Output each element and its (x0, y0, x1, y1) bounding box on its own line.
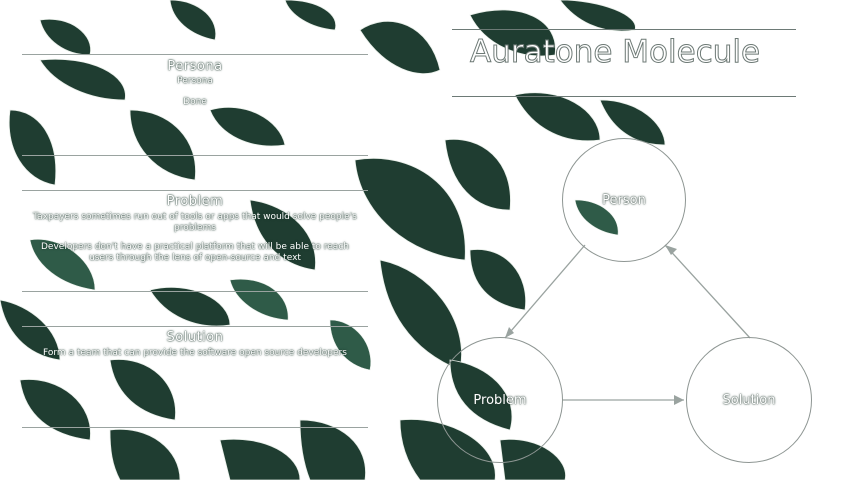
connector-persona-solution (664, 244, 751, 339)
node-solution: Solution (686, 337, 812, 463)
solution-box-text: Form a team that can provide the softwar… (43, 348, 347, 358)
node-solution-label: Solution (722, 392, 776, 408)
node-persona-label: Person (602, 192, 646, 208)
node-problem: Problem (437, 337, 563, 463)
solution-box-title: Solution (166, 330, 224, 345)
arrowhead-persona (665, 245, 677, 255)
problem-box: Problem Taxpayers sometimes run out of t… (22, 190, 368, 292)
persona-box-title: Persona (167, 59, 223, 74)
node-persona: Person (562, 138, 686, 262)
connector-persona-problem (504, 244, 586, 339)
problem-box-title: Problem (166, 194, 224, 209)
page-title: Auratone Molecule (469, 34, 761, 71)
title-frame: Auratone Molecule (452, 29, 796, 97)
persona-box-line-2: Done (183, 97, 207, 107)
persona-box-line-1: Persona (177, 76, 213, 86)
solution-box: Solution Form a team that can provide th… (22, 326, 368, 428)
arrowhead-problem (505, 327, 514, 338)
problem-box-text-1: Taxpayers sometimes run out of tools or … (33, 212, 357, 233)
node-problem-label: Problem (473, 392, 527, 408)
problem-box-text-2: Developers don't have a practical platfo… (41, 242, 349, 263)
persona-box: Persona Persona Done (22, 54, 368, 156)
arrowhead-solution (674, 395, 684, 405)
